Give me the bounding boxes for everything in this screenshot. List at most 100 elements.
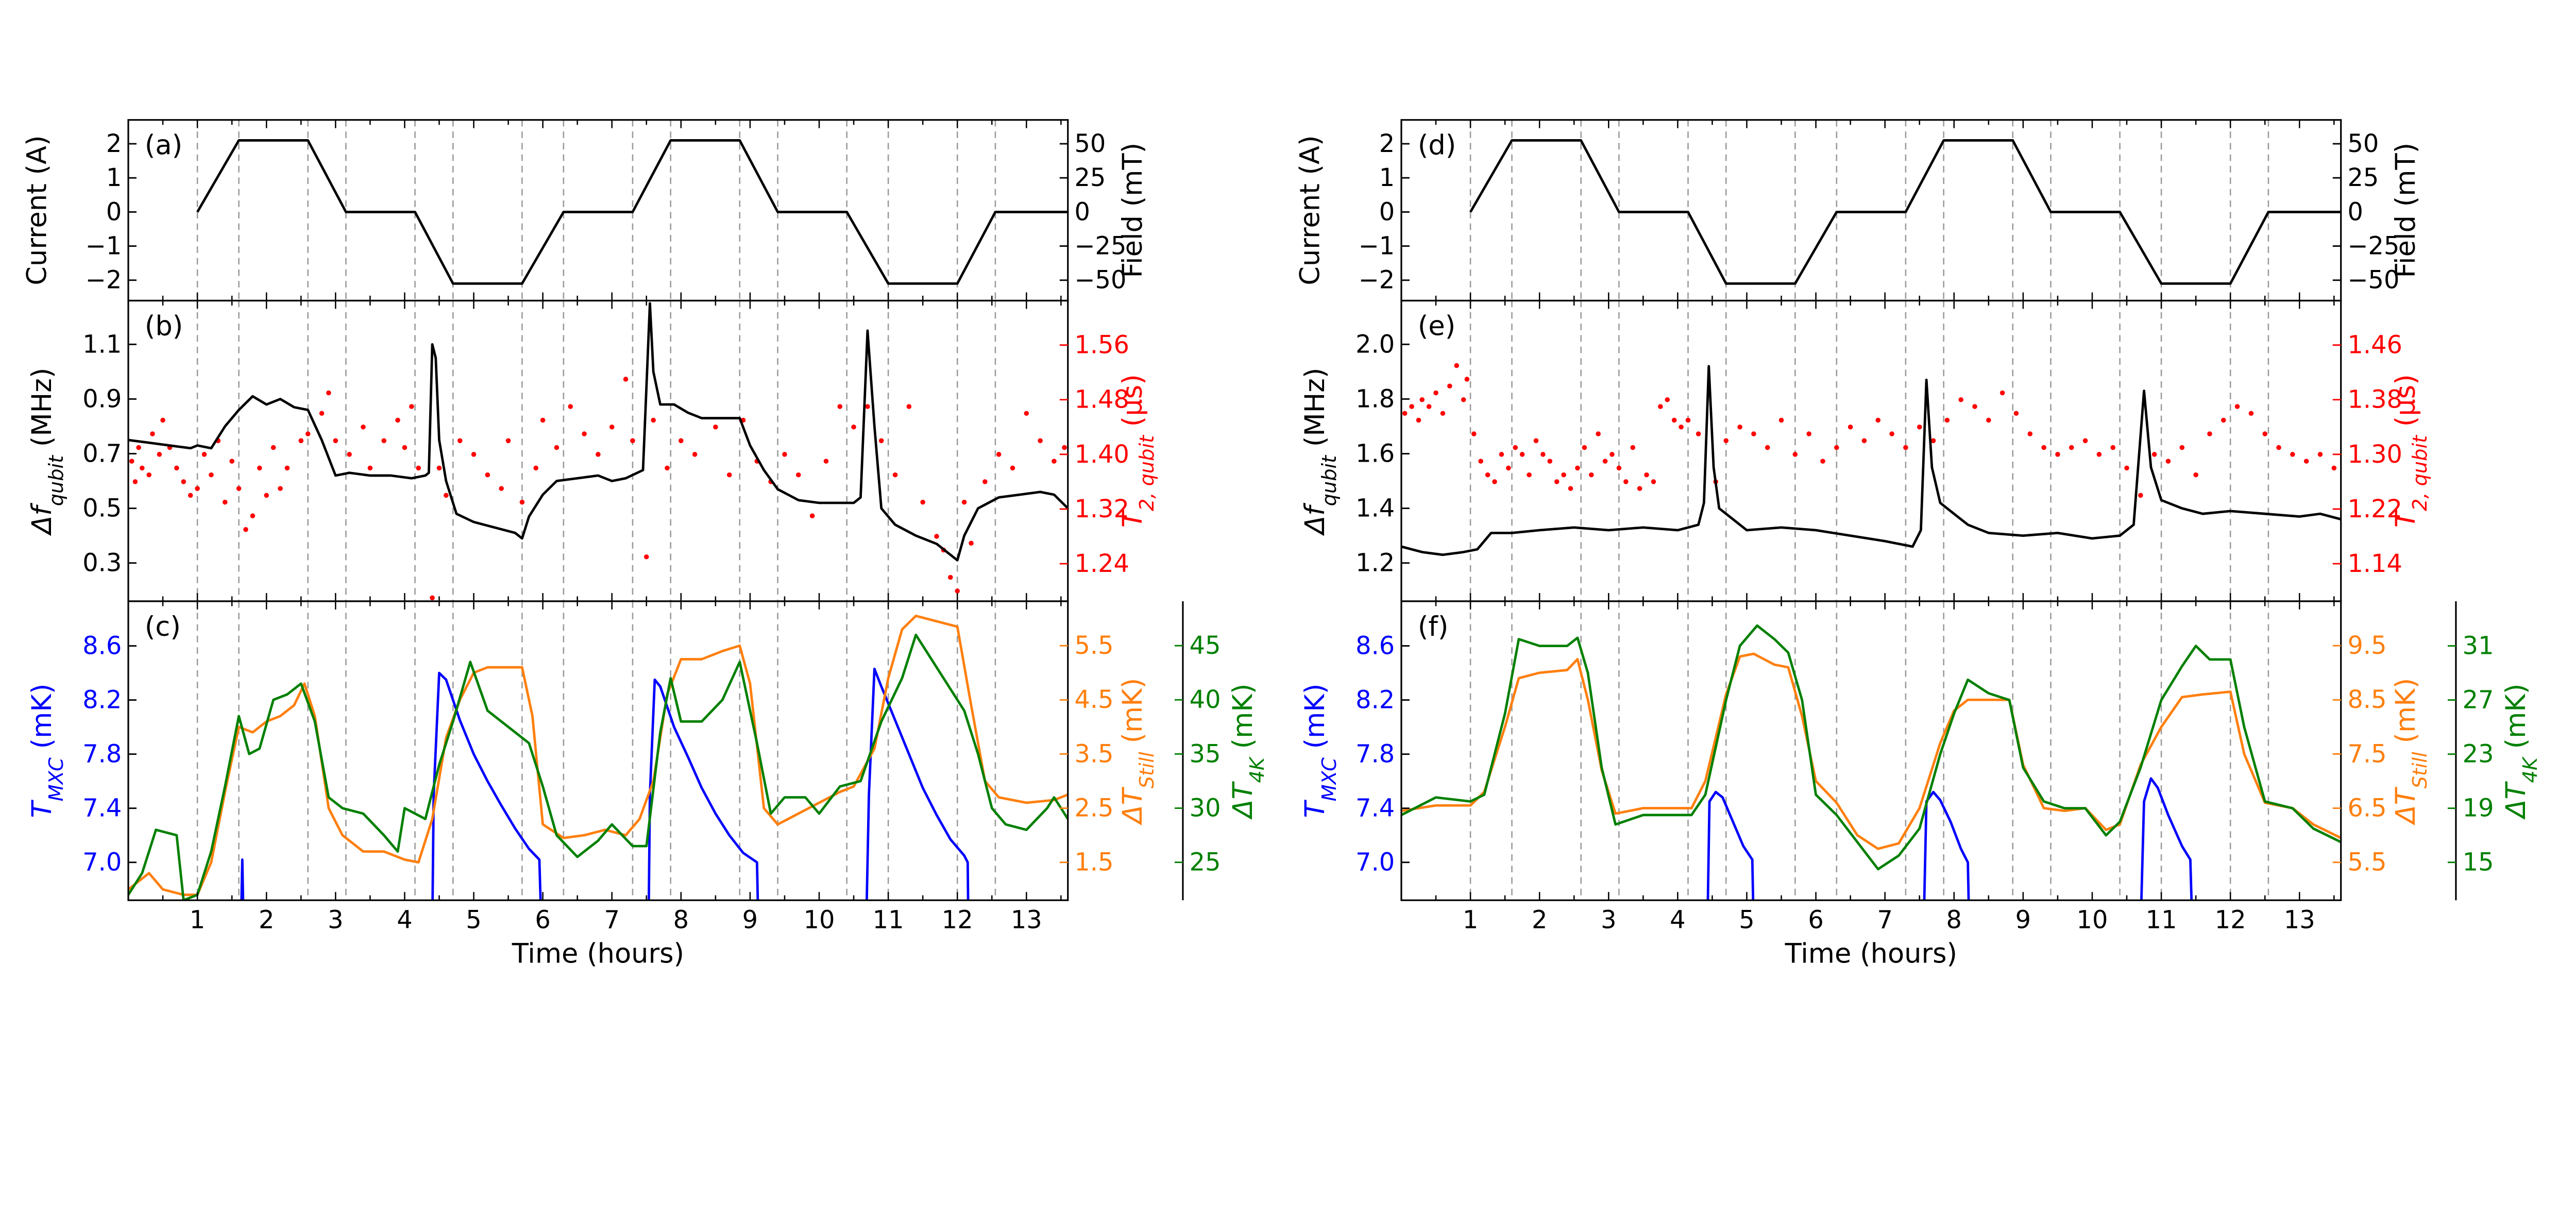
x-tick-label: 8 xyxy=(673,906,689,934)
scatter-point xyxy=(1602,459,1608,464)
series-line-1 xyxy=(1401,365,2341,556)
scatter-point xyxy=(1540,452,1546,457)
x-tick-label: 6 xyxy=(535,906,550,934)
y-tick-label: 27 xyxy=(2463,686,2494,715)
scatter-point xyxy=(2193,472,2198,478)
series-group xyxy=(1401,363,2341,556)
panel-label: (e) xyxy=(1418,310,1455,342)
scatter-point xyxy=(2248,411,2254,416)
right-y-axis: −50 −25 0 25 50 Field (mT) xyxy=(1059,130,1148,295)
left-y-axis: 7.0 7.4 7.8 8.2 8.6 TMXC (mK) xyxy=(1299,632,1410,877)
scatter-point xyxy=(1561,472,1566,478)
axis-label-subscript: 2, qubit xyxy=(1136,434,1159,511)
scatter-point xyxy=(2124,465,2129,471)
subplot-d: (d) −2 −1 0 1 2 Current (A) −50 −25 0 25 50 Field (m… xyxy=(1295,119,2421,302)
axis-label-unit: (μs) xyxy=(1117,374,1148,427)
axis-label-subscript: 4K xyxy=(2518,756,2541,783)
scatter-point xyxy=(554,445,560,450)
scatter-point xyxy=(1402,411,1408,416)
scatter-point xyxy=(2041,445,2046,450)
scatter-point xyxy=(823,459,829,464)
axis-label-subscript: qubit xyxy=(1318,454,1341,506)
y-tick-label: 8.2 xyxy=(1355,686,1395,715)
x-tick-label: 12 xyxy=(942,906,973,934)
x-tick-label: 8 xyxy=(1946,906,1962,934)
scatter-point xyxy=(2096,452,2102,457)
axis-label: T2, qubit (μs) xyxy=(2390,374,2432,528)
axis-label-space xyxy=(1117,427,1148,435)
scatter-point xyxy=(651,417,656,423)
scatter-point xyxy=(2221,417,2226,423)
scatter-point xyxy=(471,452,477,457)
scatter-point xyxy=(1433,390,1438,396)
y-tick-label: 4.5 xyxy=(1075,686,1114,714)
y-tick-label: 1.4 xyxy=(1355,495,1395,523)
axis-label-space xyxy=(2500,749,2532,757)
y-tick-label: 50 xyxy=(1075,130,1106,158)
scatter-point xyxy=(996,452,1002,457)
axis-label-unit: (mK) xyxy=(2390,678,2421,743)
y-tick-label: 3.5 xyxy=(1075,740,1114,768)
scatter-point xyxy=(1685,417,1691,423)
axis-label-space xyxy=(2390,743,2421,752)
plot-frame xyxy=(1400,600,2342,901)
axis-label-text: Current (A) xyxy=(1295,135,1326,285)
scatter-point xyxy=(1944,417,1950,423)
x-tick-label: 1 xyxy=(1463,906,1478,934)
scatter-point xyxy=(1737,425,1742,430)
scatter-point xyxy=(795,472,801,478)
panel-label: (f) xyxy=(1418,611,1449,643)
scatter-point xyxy=(1062,445,1067,450)
y-tick-label: 0 xyxy=(106,198,122,226)
scatter-point xyxy=(1986,417,1991,423)
scatter-point xyxy=(713,425,718,430)
scatter-point xyxy=(982,479,988,484)
scatter-point xyxy=(609,425,615,430)
scatter-point xyxy=(630,438,635,444)
axis-label-space xyxy=(1299,447,1331,455)
scatter-point xyxy=(284,465,290,471)
scatter-point xyxy=(1609,452,1615,457)
scatter-point xyxy=(157,452,162,457)
scatter-point xyxy=(1010,465,1015,471)
scatter-point xyxy=(1426,404,1432,409)
axis-label-text: Current (A) xyxy=(22,135,53,285)
series-line-0 xyxy=(240,667,970,901)
scatter-point xyxy=(1806,431,1811,436)
scatter-point xyxy=(1671,417,1677,423)
axis-label-space xyxy=(26,447,58,455)
y-tick-label: 31 xyxy=(2463,632,2494,661)
scatter-point xyxy=(457,438,463,444)
scatter-point xyxy=(222,499,228,505)
right-y-axis: −50 −25 0 25 50 Field (mT) xyxy=(2332,130,2421,295)
axis-label-subscript: MXC xyxy=(1318,757,1341,802)
axis-label-subscript: MXC xyxy=(45,757,68,802)
scatter-point xyxy=(1506,465,1511,471)
y-tick-label: 25 xyxy=(1190,849,1221,877)
y-tick-label: 0 xyxy=(1075,198,1090,226)
axis-label-space xyxy=(1299,749,1331,757)
y-tick-label: 1.22 xyxy=(2347,495,2402,523)
scatter-point xyxy=(229,459,234,464)
series-line-2 xyxy=(1401,624,2341,871)
scatter-point xyxy=(1889,431,1894,436)
scatter-point xyxy=(1485,472,1490,478)
y-tick-label: 1.6 xyxy=(1355,440,1395,468)
scatter-point xyxy=(623,377,629,382)
scatter-point xyxy=(1930,438,1936,444)
scatter-point xyxy=(1454,363,1460,368)
plot-frame xyxy=(127,600,1069,901)
scatter-point xyxy=(1848,425,1853,430)
axis-label: Field (mT) xyxy=(2390,143,2421,278)
axis-label-text: Field (mT) xyxy=(2390,143,2421,278)
y-tick-label: 1.8 xyxy=(1355,385,1395,413)
scatter-point xyxy=(430,595,435,601)
scatter-point xyxy=(1038,438,1043,444)
scatter-point xyxy=(1616,465,1622,471)
scatter-point xyxy=(643,554,649,560)
scatter-point xyxy=(1582,445,1587,450)
scatter-point xyxy=(582,431,587,436)
